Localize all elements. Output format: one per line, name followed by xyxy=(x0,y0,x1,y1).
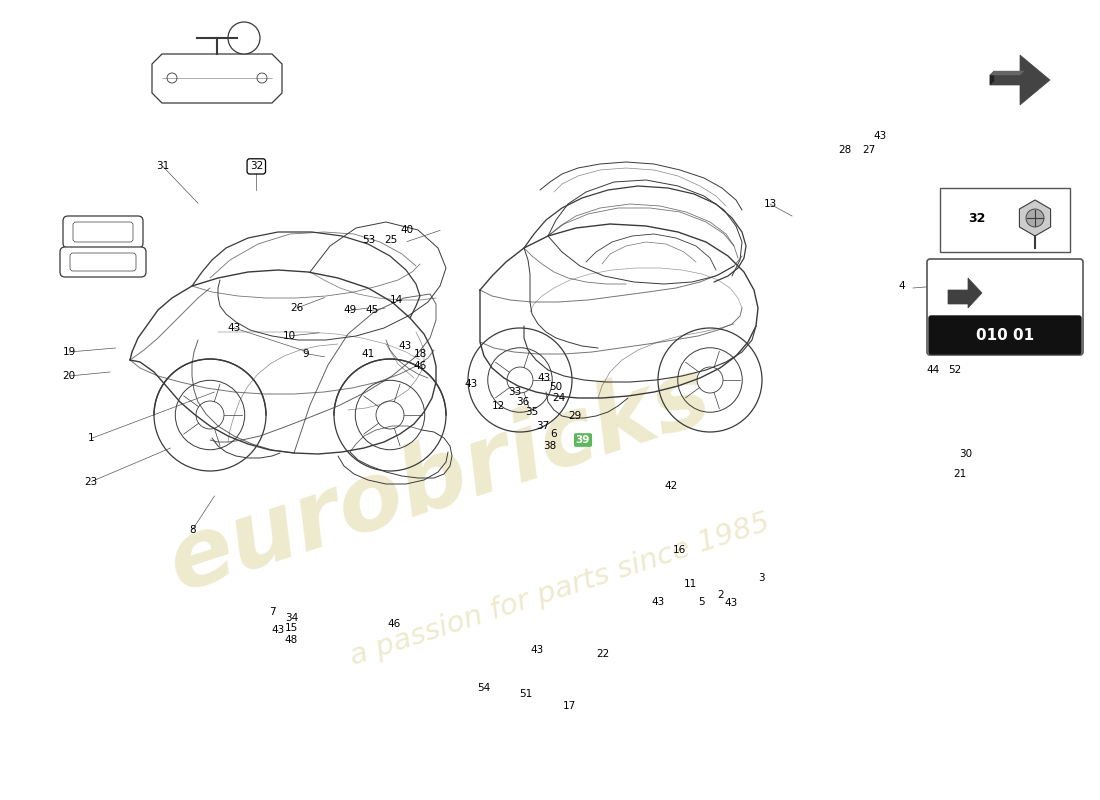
FancyBboxPatch shape xyxy=(927,259,1084,355)
FancyBboxPatch shape xyxy=(73,222,133,242)
Text: 6: 6 xyxy=(550,429,557,438)
Text: 39: 39 xyxy=(575,435,591,445)
Text: 2: 2 xyxy=(717,590,724,600)
Polygon shape xyxy=(1020,200,1050,236)
Text: 43: 43 xyxy=(228,323,241,333)
Text: 46: 46 xyxy=(414,362,427,371)
Text: 25: 25 xyxy=(384,235,397,245)
Text: 46: 46 xyxy=(387,619,400,629)
Text: 15: 15 xyxy=(285,623,298,633)
Text: 28: 28 xyxy=(838,145,851,154)
Text: 23: 23 xyxy=(85,477,98,486)
Text: 35: 35 xyxy=(525,407,538,417)
Text: 43: 43 xyxy=(538,373,551,382)
Text: 18: 18 xyxy=(414,349,427,358)
Text: 33: 33 xyxy=(508,387,521,397)
Text: 17: 17 xyxy=(563,701,576,710)
FancyBboxPatch shape xyxy=(930,316,1081,354)
Text: 16: 16 xyxy=(673,546,686,555)
Text: 14: 14 xyxy=(389,295,403,305)
Text: 21: 21 xyxy=(954,469,967,478)
Polygon shape xyxy=(948,278,982,308)
Text: 12: 12 xyxy=(492,401,505,410)
Text: 22: 22 xyxy=(596,650,609,659)
FancyBboxPatch shape xyxy=(63,216,143,248)
Text: 41: 41 xyxy=(362,350,375,359)
Text: 44: 44 xyxy=(926,365,939,374)
Text: 43: 43 xyxy=(272,626,285,635)
Text: 51: 51 xyxy=(519,689,532,698)
Text: 30: 30 xyxy=(959,450,972,459)
Text: 43: 43 xyxy=(651,597,664,606)
Polygon shape xyxy=(152,54,282,103)
Text: 32: 32 xyxy=(250,162,263,171)
Text: 43: 43 xyxy=(725,598,738,608)
FancyBboxPatch shape xyxy=(940,188,1070,252)
Text: 34: 34 xyxy=(285,613,298,622)
FancyBboxPatch shape xyxy=(60,247,146,277)
Text: 3: 3 xyxy=(758,573,764,582)
Text: 50: 50 xyxy=(549,382,562,392)
Polygon shape xyxy=(990,55,1050,105)
Text: 54: 54 xyxy=(477,683,491,693)
Text: 19: 19 xyxy=(63,347,76,357)
Polygon shape xyxy=(990,71,1024,75)
Text: 48: 48 xyxy=(285,635,298,645)
Text: 43: 43 xyxy=(530,645,543,654)
Circle shape xyxy=(228,22,260,54)
Text: 36: 36 xyxy=(516,397,529,406)
Text: 7: 7 xyxy=(270,607,276,617)
Text: 29: 29 xyxy=(569,411,582,421)
Text: 26: 26 xyxy=(290,303,304,313)
Text: 49: 49 xyxy=(343,306,356,315)
Text: 40: 40 xyxy=(400,226,414,235)
Text: 38: 38 xyxy=(543,442,557,451)
Text: 42: 42 xyxy=(664,482,678,491)
Text: 24: 24 xyxy=(552,393,565,402)
Text: eurobricks: eurobricks xyxy=(157,349,723,611)
Text: 11: 11 xyxy=(684,579,697,589)
Text: 10: 10 xyxy=(283,331,296,341)
Text: 4: 4 xyxy=(899,282,905,291)
Text: a passion for parts since 1985: a passion for parts since 1985 xyxy=(346,509,773,671)
Text: 45: 45 xyxy=(365,306,378,315)
Text: 43: 43 xyxy=(873,131,887,141)
Text: 43: 43 xyxy=(464,379,477,389)
Text: 13: 13 xyxy=(763,199,777,209)
Text: 1: 1 xyxy=(88,434,95,443)
Text: 43: 43 xyxy=(398,342,411,351)
Text: 53: 53 xyxy=(362,235,375,245)
Text: 8: 8 xyxy=(189,525,196,534)
Text: 37: 37 xyxy=(536,421,549,430)
Polygon shape xyxy=(990,71,994,85)
Circle shape xyxy=(1026,209,1044,227)
Text: 5: 5 xyxy=(698,597,705,606)
Text: 32: 32 xyxy=(968,211,986,225)
Text: 20: 20 xyxy=(63,371,76,381)
Text: 9: 9 xyxy=(302,349,309,358)
FancyBboxPatch shape xyxy=(70,253,136,271)
Text: 010 01: 010 01 xyxy=(976,327,1034,342)
Text: 27: 27 xyxy=(862,145,876,154)
Text: 31: 31 xyxy=(156,162,169,171)
Text: 52: 52 xyxy=(948,365,961,374)
